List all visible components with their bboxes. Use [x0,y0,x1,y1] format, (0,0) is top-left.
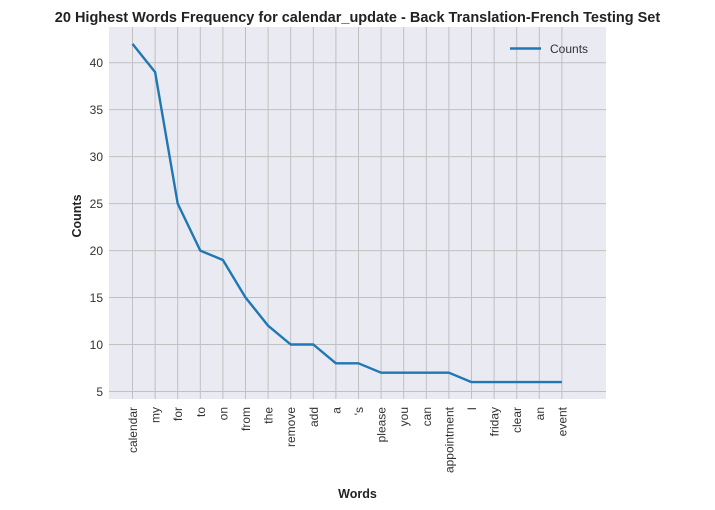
x-axis-label: Words [338,487,377,501]
y-tick-label: 30 [90,150,104,164]
x-tick-label: 's [352,407,366,415]
x-tick-label: event [555,406,569,436]
x-tick-label: remove [284,407,298,447]
x-tick-label: can [420,407,434,426]
x-tick-label: please [375,407,389,443]
x-tick-label: my [149,407,163,423]
y-tick-label: 5 [96,385,103,399]
x-tick-label: an [533,407,547,420]
x-tick-label: clear [510,407,524,433]
vertical-gridlines [132,27,563,399]
x-axis-ticks: calendar my for to on from the remove add a 's plea… [126,406,569,473]
x-tick-label: for [171,407,185,421]
y-tick-label: 20 [90,244,104,258]
x-tick-label: to [194,407,208,417]
y-tick-label: 10 [90,338,104,352]
x-tick-label: appointment [442,406,456,473]
chart-title: 20 Highest Words Frequency for calendar_… [55,10,661,26]
x-tick-label: from [239,407,253,431]
x-tick-label: a [329,407,343,414]
y-tick-label: 25 [90,197,104,211]
series-line-counts [131,43,562,384]
horizontal-gridlines [109,62,606,392]
y-axis-label: Counts [70,194,84,237]
y-tick-label: 40 [90,56,104,70]
x-tick-label: I [465,407,479,410]
x-tick-label: the [262,407,276,424]
legend-label: Counts [550,42,588,56]
y-tick-label: 15 [90,291,104,305]
y-tick-label: 35 [90,103,104,117]
x-tick-label: friday [488,407,502,436]
plot-area [109,27,606,399]
y-axis-ticks: 5 10 15 20 25 30 35 40 [90,56,104,399]
x-tick-label: calendar [126,407,140,453]
x-tick-label: on [216,407,230,420]
legend: Counts [510,42,588,56]
x-tick-label: add [307,407,321,427]
x-tick-label: you [397,407,411,426]
